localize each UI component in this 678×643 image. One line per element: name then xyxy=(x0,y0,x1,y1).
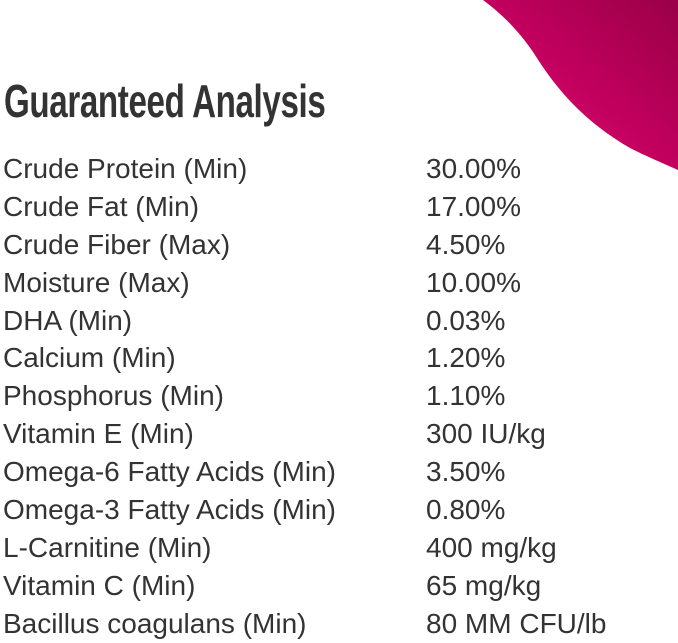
table-row: Calcium (Min) 1.20% xyxy=(3,339,673,377)
table-row: Crude Protein (Min) 30.00% xyxy=(3,150,673,188)
analysis-table: Crude Protein (Min) 30.00% Crude Fat (Min)… xyxy=(3,150,673,643)
nutrient-value: 0.80% xyxy=(426,494,506,526)
table-row: Bacillus coagulans (Min) 80 MM CFU/lb xyxy=(3,605,673,643)
nutrient-name: Moisture (Max) xyxy=(3,266,190,298)
table-row: DHA (Min) 0.03% xyxy=(3,302,673,340)
nutrient-name: Vitamin C (Min) xyxy=(3,569,196,601)
nutrient-name: Omega-6 Fatty Acids (Min) xyxy=(3,456,336,488)
nutrient-value: 400 mg/kg xyxy=(426,531,557,563)
nutrient-name: Calcium (Min) xyxy=(3,342,176,374)
nutrient-value: 1.10% xyxy=(426,380,506,412)
nutrient-name: Phosphorus (Min) xyxy=(3,380,224,412)
nutrient-name: Vitamin E (Min) xyxy=(3,418,194,450)
table-row: Omega-6 Fatty Acids (Min) 3.50% xyxy=(3,453,673,491)
page-title: Guaranteed Analysis xyxy=(4,75,326,127)
nutrient-value: 65 mg/kg xyxy=(426,569,542,601)
nutrient-name: Crude Fat (Min) xyxy=(3,190,200,222)
nutrient-name: L-Carnitine (Min) xyxy=(3,531,212,563)
table-row: L-Carnitine (Min) 400 mg/kg xyxy=(3,529,673,567)
nutrient-value: 300 IU/kg xyxy=(426,418,546,450)
table-row: Moisture (Max) 10.00% xyxy=(3,264,673,302)
nutrient-name: Omega-3 Fatty Acids (Min) xyxy=(3,494,336,526)
nutrient-name: DHA (Min) xyxy=(3,304,133,336)
nutrient-name: Crude Fiber (Max) xyxy=(3,228,231,260)
table-row: Phosphorus (Min) 1.10% xyxy=(3,377,673,415)
nutrient-value: 4.50% xyxy=(426,228,506,260)
table-row: Vitamin E (Min) 300 IU/kg xyxy=(3,415,673,453)
nutrient-value: 10.00% xyxy=(426,266,521,298)
nutrient-value: 1.20% xyxy=(426,342,506,374)
nutrient-name: Bacillus coagulans (Min) xyxy=(3,607,307,639)
table-row: Vitamin C (Min) 65 mg/kg xyxy=(3,567,673,605)
nutrient-name: Crude Protein (Min) xyxy=(3,153,248,184)
nutrient-value: 80 MM CFU/lb xyxy=(426,607,607,639)
table-row: Omega-3 Fatty Acids (Min) 0.80% xyxy=(3,491,673,529)
nutrient-value: 0.03% xyxy=(426,304,506,336)
nutrient-value: 30.00% xyxy=(426,153,521,184)
table-row: Crude Fiber (Max) 4.50% xyxy=(3,226,673,264)
nutrient-value: 17.00% xyxy=(426,190,521,222)
table-row: Crude Fat (Min) 17.00% xyxy=(3,188,673,226)
nutrient-value: 3.50% xyxy=(426,456,506,488)
